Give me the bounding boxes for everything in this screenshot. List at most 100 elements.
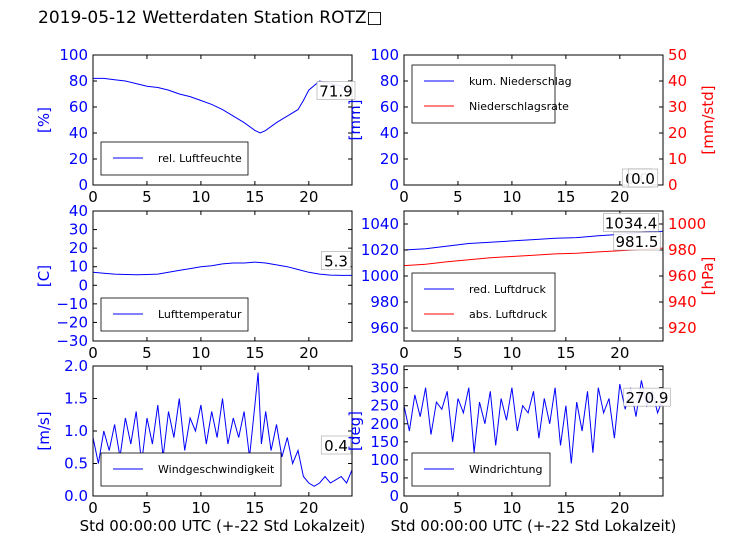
current-value-windspeed-box <box>320 435 352 455</box>
y-tick-label-windspeed-2: 1.0 <box>64 422 88 440</box>
current-value-temperature-box <box>320 251 352 270</box>
current-value-pressure: 1034.4 <box>605 214 658 232</box>
y2-tick-label-pressure-1: 940 <box>668 293 697 311</box>
x-tick-label-humidity-4: 20 <box>299 188 318 206</box>
x-axis-label-0: Std 00:00:00 UTC (+-22 Std Lokalzeit) <box>80 517 366 535</box>
y-tick-label-precipitation-3: 60 <box>380 98 399 116</box>
x-tick-label-humidity-1: 5 <box>142 188 152 206</box>
x-tick-label-precipitation-1: 5 <box>453 188 463 206</box>
legend-label-precipitation-1: Niederschlagsrate <box>469 100 569 113</box>
x-tick-label-temperature-3: 15 <box>245 344 264 362</box>
y-tick-label-temperature-1: −20 <box>56 313 88 331</box>
y-tick-label-winddirection-0: 0 <box>389 487 399 505</box>
y-tick-label-precipitation-1: 20 <box>380 150 399 168</box>
y-tick-label-winddirection-2: 100 <box>370 451 399 469</box>
x-tick-label-humidity-0: 0 <box>88 188 98 206</box>
series-line-winddirection-0 <box>404 380 663 464</box>
current-value2-precipitation: 0.0 <box>631 170 655 188</box>
x-tick-label-precipitation-0: 0 <box>399 188 409 206</box>
y2-tick-label-precipitation-3: 30 <box>668 98 687 116</box>
x-axis-label-1: Std 00:00:00 UTC (+-22 Std Lokalzeit) <box>391 517 677 535</box>
series-line-pressure-1 <box>404 247 663 267</box>
x-tick-label-temperature-0: 0 <box>88 344 98 362</box>
x-tick-label-pressure-0: 0 <box>399 344 409 362</box>
x-tick-label-winddirection-4: 20 <box>610 499 629 517</box>
y-tick-label-winddirection-6: 300 <box>370 379 399 397</box>
current-value-humidity: 71.9 <box>319 82 352 100</box>
y-tick-label-humidity-4: 80 <box>69 72 88 90</box>
panel-precipitation: 0 5 10 15 20 0 20 40 60 80 100 0 10 20 30 40 50 [mm] [mm/s… <box>346 46 717 206</box>
current-value-windspeed: 0.4 <box>324 437 348 455</box>
panel-humidity: 0 5 10 15 20 0 20 40 60 80 100 [%] rel. Luftfeuchte 7… <box>35 46 356 206</box>
panel-pressure: 0 5 10 15 20 960 980 1000 1020 1040 920 940 960 980 10… <box>361 210 717 362</box>
y2-tick-label-precipitation-5: 50 <box>668 46 687 64</box>
legend-label-windspeed-0: Windgeschwindigkeit <box>158 463 275 476</box>
y-tick-label-pressure-0: 960 <box>370 319 399 337</box>
x-tick-label-temperature-1: 5 <box>142 344 152 362</box>
x-tick-label-windspeed-0: 0 <box>88 499 98 517</box>
y-tick-label-temperature-3: 0 <box>78 276 88 294</box>
current-value-winddirection-box <box>623 387 671 407</box>
y-tick-label-winddirection-4: 200 <box>370 415 399 433</box>
y-tick-label-windspeed-4: 2.0 <box>64 357 88 375</box>
plot-frame-winddirection <box>403 365 664 497</box>
legend-label-winddirection-0: Windrichtung <box>469 463 542 476</box>
y-axis-label-temperature: [C] <box>35 265 53 287</box>
y-tick-label-winddirection-1: 50 <box>380 469 399 487</box>
y-tick-label-temperature-0: −30 <box>56 332 88 350</box>
y2-tick-label-precipitation-0: 0 <box>668 176 678 194</box>
y2-tick-label-pressure-2: 960 <box>668 267 697 285</box>
y-tick-label-humidity-0: 0 <box>78 176 88 194</box>
current-value2-pressure: 981.5 <box>616 233 659 251</box>
current-value-pressure-box <box>603 212 659 232</box>
x-tick-label-winddirection-1: 5 <box>453 499 463 517</box>
current-value-winddirection: 270.9 <box>626 389 669 407</box>
y-tick-label-winddirection-3: 150 <box>370 433 399 451</box>
series-line-temperature-0 <box>93 261 352 276</box>
y-axis-label-humidity: [%] <box>35 107 53 133</box>
panel-windspeed: 0 5 10 15 20 0.0 0.5 1.0 1.5 2.0 [m/s] Windgeschwin… <box>35 357 353 517</box>
y-tick-label-humidity-2: 40 <box>69 124 88 142</box>
y2-axis-label-pressure: [hPa] <box>699 257 717 296</box>
x-tick-label-pressure-1: 5 <box>453 344 463 362</box>
y-tick-label-temperature-2: −10 <box>56 295 88 313</box>
y2-tick-label-precipitation-2: 20 <box>668 124 687 142</box>
legend-label-pressure-0: red. Luftdruck <box>469 283 546 296</box>
x-tick-label-precipitation-2: 10 <box>502 188 521 206</box>
x-tick-label-windspeed-1: 5 <box>142 499 152 517</box>
y-tick-label-temperature-7: 40 <box>69 202 88 220</box>
y-tick-label-precipitation-2: 40 <box>380 124 399 142</box>
x-tick-label-humidity-3: 15 <box>245 188 264 206</box>
y-tick-label-temperature-4: 10 <box>69 258 88 276</box>
x-tick-label-pressure-4: 20 <box>610 344 629 362</box>
plot-frame-temperature <box>92 210 353 342</box>
plot-frame-precipitation <box>403 54 664 186</box>
current-value-humidity-box <box>316 81 356 100</box>
x-tick-label-pressure-3: 15 <box>556 344 575 362</box>
y2-axis-label-precipitation: [mm/std] <box>699 85 717 154</box>
y-tick-label-temperature-5: 20 <box>69 239 88 257</box>
x-tick-label-pressure-2: 10 <box>502 344 521 362</box>
x-tick-label-winddirection-3: 15 <box>556 499 575 517</box>
x-tick-label-windspeed-4: 20 <box>299 499 318 517</box>
current-value2-pressure-box <box>613 231 661 251</box>
y-axis-label-windspeed: [m/s] <box>35 411 53 450</box>
y-tick-label-humidity-5: 100 <box>59 46 88 64</box>
x-tick-label-precipitation-4: 20 <box>610 188 629 206</box>
y-tick-label-humidity-1: 20 <box>69 150 88 168</box>
y-axis-label-precipitation: [mm] <box>346 100 364 141</box>
y-tick-label-pressure-2: 1000 <box>361 267 399 285</box>
y-axis-label-winddirection: [deg] <box>346 411 364 451</box>
y-tick-label-temperature-6: 30 <box>69 221 88 239</box>
legend-box-pressure <box>411 272 556 332</box>
panel-winddirection: 0 5 10 15 20050100150200250300350[deg]Windri… <box>346 361 671 517</box>
y-tick-label-pressure-1: 980 <box>370 293 399 311</box>
y-tick-label-precipitation-5: 100 <box>370 46 399 64</box>
current-value-temperature: 5.3 <box>324 252 348 270</box>
x-tick-label-temperature-2: 10 <box>191 344 210 362</box>
legend-label-humidity-0: rel. Luftfeuchte <box>158 152 242 165</box>
legend-box-precipitation <box>411 64 556 124</box>
y2-tick-label-precipitation-1: 10 <box>668 150 687 168</box>
